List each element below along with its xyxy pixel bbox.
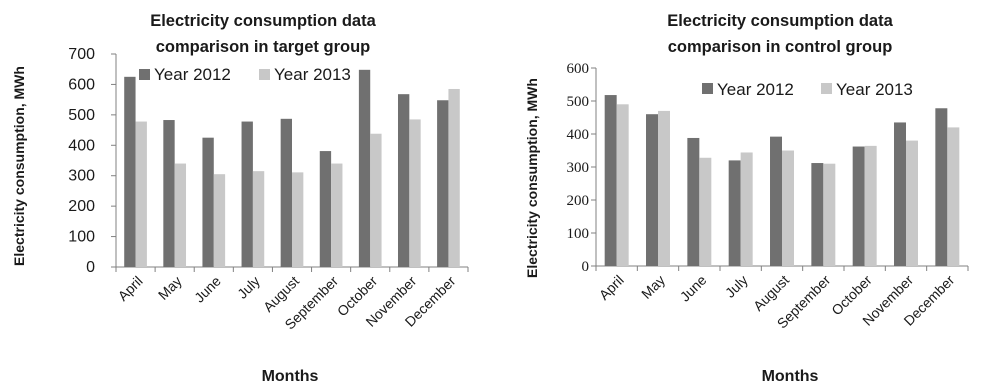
chart-title-line-1: Electricity consumption data [667, 12, 893, 30]
bar-year-2013-august [782, 150, 794, 266]
bar-year-2013-october [864, 145, 877, 266]
x-tick-label: April [115, 273, 146, 304]
bar-year-2013-november [409, 119, 421, 267]
chart-title-line-1: Electricity consumption data [150, 12, 376, 30]
bar-year-2013-april [135, 121, 147, 267]
x-axis-title: Months [762, 368, 819, 385]
x-tick-label: May [155, 273, 185, 303]
bar-year-2012-september [811, 163, 824, 266]
bar-group [124, 69, 460, 268]
bar-year-2012-june [202, 137, 214, 267]
y-tick-label: 400 [567, 127, 590, 143]
bar-year-2012-april [604, 95, 617, 266]
y-tick-labels: 0 100 200 300 400 500 600 700 [68, 46, 95, 276]
y-tick-label: 600 [567, 61, 590, 77]
bar-year-2013-may [658, 110, 670, 267]
legend-label-year-2012: Year 2012 [154, 65, 231, 84]
bar-year-2012-december [437, 100, 449, 267]
chart-title-line-2: comparison in target group [156, 38, 371, 56]
bar-year-2012-april [124, 76, 136, 267]
y-tick-label: 200 [68, 198, 95, 215]
y-axis-title: Electricity consumption, MWh [11, 66, 27, 266]
y-tick-label: 200 [567, 193, 590, 209]
y-tick-label: 0 [86, 259, 95, 276]
x-axis-title: Months [262, 368, 319, 385]
chart-title-line-2: comparison in control group [668, 38, 893, 56]
y-tick-label: 100 [68, 229, 95, 246]
bar-group [604, 95, 960, 267]
legend: Year 2012 Year 2013 [139, 65, 351, 84]
y-tick-label: 0 [582, 259, 590, 275]
bar-year-2013-december [448, 88, 460, 268]
bar-year-2012-june [687, 137, 700, 266]
bar-year-2012-august [280, 118, 292, 267]
x-tick-label: May [638, 272, 668, 302]
bar-year-2012-december [935, 108, 948, 266]
legend-label-year-2013: Year 2013 [836, 80, 913, 99]
bar-year-2012-october [852, 146, 865, 266]
bar-year-2012-october [358, 69, 371, 267]
y-tick-label: 700 [68, 46, 95, 63]
bar-year-2013-october [370, 133, 382, 267]
chart-control-group: Electricity consumption data comparison … [524, 12, 969, 385]
bar-year-2013-november [906, 140, 918, 266]
y-tick-label: 500 [567, 94, 590, 110]
bar-year-2012-august [770, 136, 782, 266]
bar-year-2013-july [252, 171, 265, 267]
x-tick-label: July [234, 273, 263, 302]
x-tick-label: June [191, 273, 224, 306]
legend-swatch-year-2013 [821, 83, 832, 94]
y-tick-label: 600 [68, 76, 95, 93]
y-tick-labels: 0 100 200 300 400 500 600 [567, 61, 590, 275]
bar-year-2013-april [616, 104, 629, 266]
bar-year-2013-august [292, 172, 304, 267]
x-tick-label: April [596, 272, 627, 303]
legend-label-year-2013: Year 2013 [274, 65, 351, 84]
bar-year-2012-july [728, 160, 741, 266]
y-tick-label: 100 [567, 226, 590, 242]
bar-year-2013-june [699, 157, 712, 266]
y-axis-title: Electricity consumption, MWh [524, 78, 540, 278]
bar-year-2013-september [823, 163, 836, 266]
bar-year-2013-july [740, 152, 753, 266]
x-tick-label: June [677, 272, 710, 305]
bar-year-2013-june [213, 174, 226, 267]
bar-year-2013-december [947, 127, 960, 267]
chart-target-group: Electricity consumption data comparison … [11, 12, 469, 385]
x-tick-label: July [722, 272, 751, 301]
bar-year-2013-september [331, 163, 343, 267]
bar-year-2012-november [397, 94, 410, 267]
legend-swatch-year-2012 [139, 69, 150, 80]
bar-year-2012-may [163, 120, 175, 267]
legend-label-year-2012: Year 2012 [717, 80, 794, 99]
y-tick-label: 400 [68, 137, 95, 154]
y-tick-label: 500 [68, 107, 95, 124]
bar-year-2013-may [174, 163, 187, 267]
bar-year-2012-november [894, 122, 906, 266]
y-tick-label: 300 [68, 168, 95, 185]
bar-year-2012-may [646, 114, 658, 266]
y-tick-label: 300 [567, 160, 590, 176]
legend-swatch-year-2013 [259, 69, 270, 80]
bar-year-2012-july [241, 121, 253, 267]
bar-year-2012-september [319, 151, 332, 267]
legend-swatch-year-2012 [702, 83, 713, 94]
legend: Year 2012 Year 2013 [702, 80, 913, 99]
